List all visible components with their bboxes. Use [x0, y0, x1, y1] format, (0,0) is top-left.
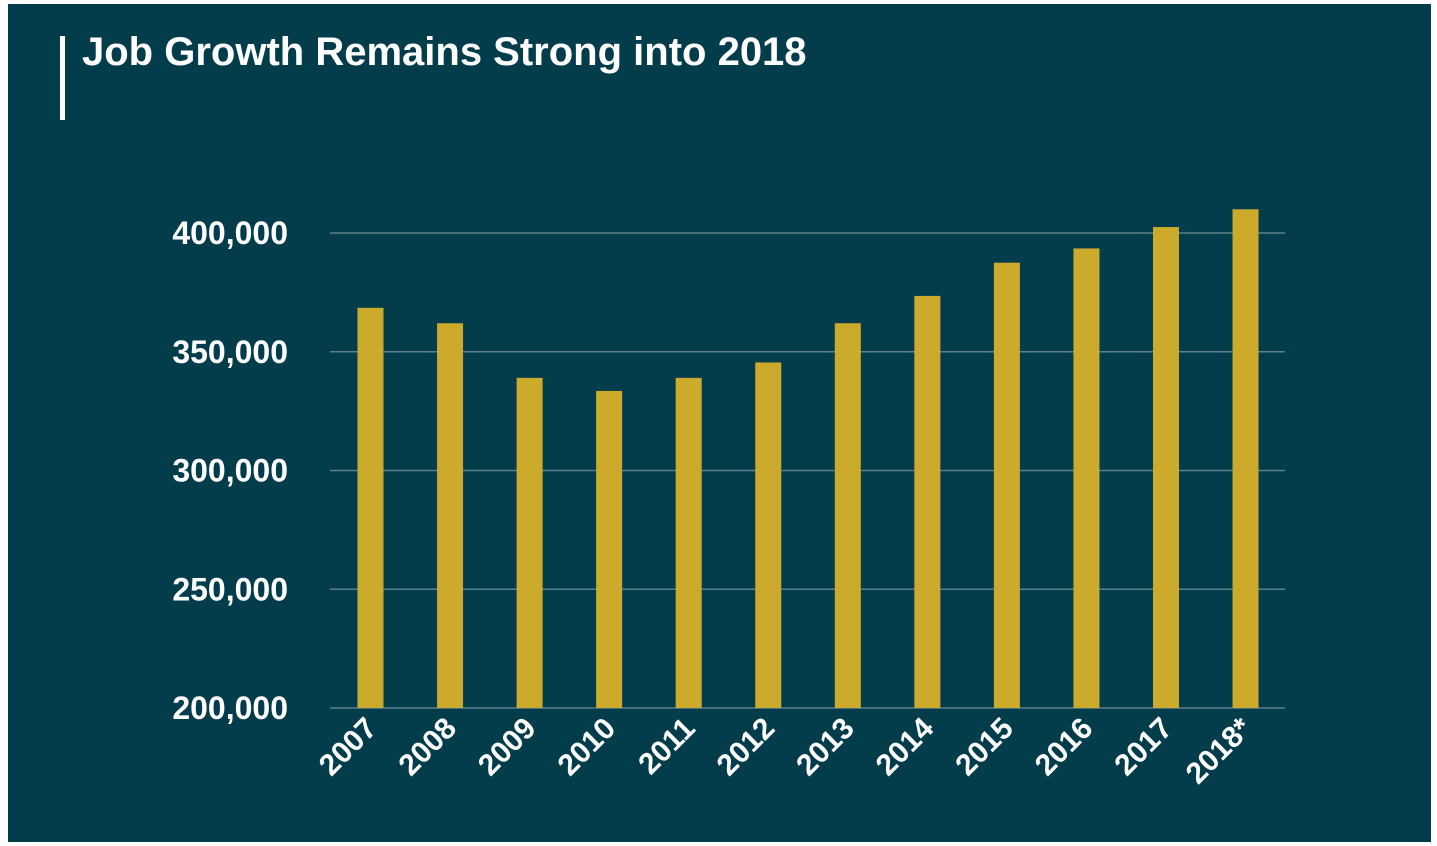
x-tick-label: 2018* [1180, 711, 1259, 790]
x-tick-label: 2012 [711, 712, 782, 783]
bar-2017 [1153, 227, 1179, 708]
x-tick-label: 2016 [1029, 712, 1100, 783]
y-tick-label: 350,000 [172, 334, 288, 370]
bar-2010 [596, 390, 623, 708]
bars [357, 209, 1259, 708]
x-tick-label: 2015 [949, 712, 1020, 783]
x-tick-label: 2013 [790, 712, 861, 783]
bar-2011 [675, 377, 702, 708]
bar-2018-star [1232, 209, 1259, 708]
x-tick-label: 2010 [552, 712, 623, 783]
title-accent-bar [60, 36, 65, 120]
bar-2012 [755, 362, 782, 708]
bar-2009 [516, 377, 543, 708]
y-tick-label: 400,000 [172, 215, 288, 251]
bar-2007 [357, 307, 384, 708]
x-tick-label: 2014 [870, 711, 941, 782]
gridlines [330, 232, 1285, 709]
y-tick-label: 200,000 [172, 690, 288, 726]
x-tick-label: 2007 [313, 712, 384, 783]
x-tick-label: 2011 [632, 712, 701, 781]
x-tick-label: 2009 [472, 712, 543, 783]
y-tick-label: 300,000 [172, 453, 288, 489]
bar-2015 [993, 262, 1020, 708]
bar-2013 [834, 323, 861, 708]
y-tick-label: 250,000 [172, 571, 288, 607]
bar-2008 [437, 323, 464, 708]
bar-2016 [1073, 248, 1100, 708]
x-axis-tick-labels: 2007 2008 2009 2010 2011 2012 2013 2014 2015 2016… [313, 711, 1259, 790]
slide-background: Job Growth Remains Strong into 2018 [8, 4, 1431, 842]
chart-title: Job Growth Remains Strong into 2018 [82, 30, 807, 74]
bar-2014 [914, 295, 941, 708]
y-axis-tick-labels: 200,000 250,000 300,000 350,000 400,000 [172, 215, 288, 726]
x-tick-label: 2017 [1108, 712, 1179, 783]
x-tick-label: 2008 [392, 712, 463, 783]
